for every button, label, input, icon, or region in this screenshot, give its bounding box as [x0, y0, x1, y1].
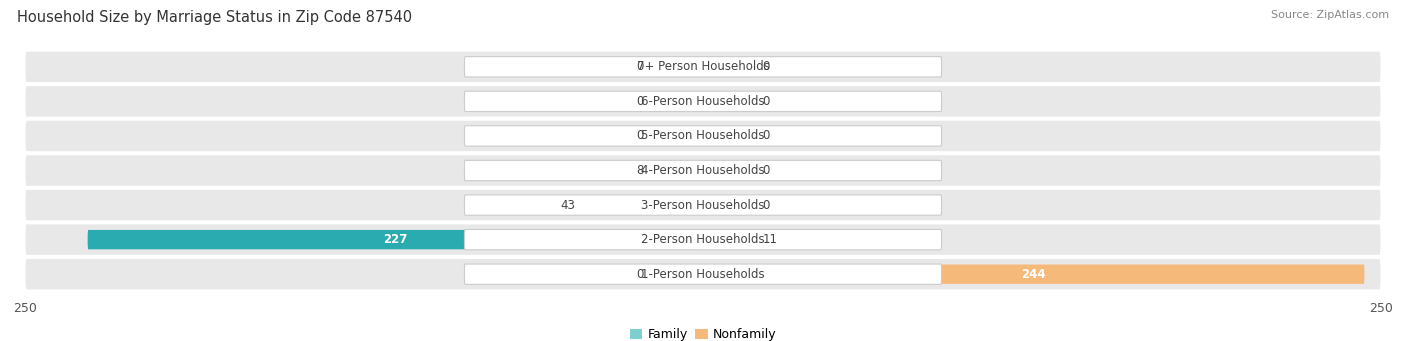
FancyBboxPatch shape	[464, 91, 942, 112]
FancyBboxPatch shape	[25, 86, 1381, 117]
FancyBboxPatch shape	[703, 265, 1364, 284]
FancyBboxPatch shape	[25, 224, 1381, 255]
FancyBboxPatch shape	[25, 51, 1381, 82]
FancyBboxPatch shape	[464, 264, 942, 284]
FancyBboxPatch shape	[654, 126, 703, 146]
Text: 0: 0	[636, 130, 644, 143]
FancyBboxPatch shape	[703, 92, 752, 111]
FancyBboxPatch shape	[25, 121, 1381, 151]
FancyBboxPatch shape	[703, 230, 752, 249]
FancyBboxPatch shape	[654, 57, 703, 76]
Text: 8: 8	[636, 164, 644, 177]
FancyBboxPatch shape	[703, 126, 752, 146]
Text: 0: 0	[762, 164, 770, 177]
FancyBboxPatch shape	[25, 155, 1381, 186]
Text: Household Size by Marriage Status in Zip Code 87540: Household Size by Marriage Status in Zip…	[17, 10, 412, 25]
FancyBboxPatch shape	[464, 195, 942, 215]
FancyBboxPatch shape	[87, 230, 703, 249]
Text: 1-Person Households: 1-Person Households	[641, 268, 765, 281]
Text: 0: 0	[636, 268, 644, 281]
Text: 2-Person Households: 2-Person Households	[641, 233, 765, 246]
FancyBboxPatch shape	[464, 160, 942, 181]
Text: 43: 43	[561, 198, 575, 211]
Text: 0: 0	[636, 60, 644, 73]
Text: 5-Person Households: 5-Person Households	[641, 130, 765, 143]
Text: 7+ Person Households: 7+ Person Households	[637, 60, 769, 73]
FancyBboxPatch shape	[703, 195, 752, 215]
FancyBboxPatch shape	[25, 190, 1381, 220]
Text: 244: 244	[1021, 268, 1046, 281]
Text: 6-Person Households: 6-Person Households	[641, 95, 765, 108]
Text: 0: 0	[762, 130, 770, 143]
Text: 3-Person Households: 3-Person Households	[641, 198, 765, 211]
Text: 11: 11	[762, 233, 778, 246]
Text: 0: 0	[762, 95, 770, 108]
Text: 0: 0	[762, 198, 770, 211]
FancyBboxPatch shape	[464, 229, 942, 250]
FancyBboxPatch shape	[586, 195, 703, 215]
Text: 4-Person Households: 4-Person Households	[641, 164, 765, 177]
FancyBboxPatch shape	[703, 161, 752, 180]
FancyBboxPatch shape	[654, 265, 703, 284]
Text: 0: 0	[636, 95, 644, 108]
FancyBboxPatch shape	[703, 57, 752, 76]
Text: 0: 0	[762, 60, 770, 73]
FancyBboxPatch shape	[25, 259, 1381, 290]
FancyBboxPatch shape	[654, 161, 703, 180]
Legend: Family, Nonfamily: Family, Nonfamily	[624, 323, 782, 341]
Text: Source: ZipAtlas.com: Source: ZipAtlas.com	[1271, 10, 1389, 20]
Text: 227: 227	[384, 233, 408, 246]
FancyBboxPatch shape	[464, 126, 942, 146]
FancyBboxPatch shape	[654, 92, 703, 111]
FancyBboxPatch shape	[464, 57, 942, 77]
